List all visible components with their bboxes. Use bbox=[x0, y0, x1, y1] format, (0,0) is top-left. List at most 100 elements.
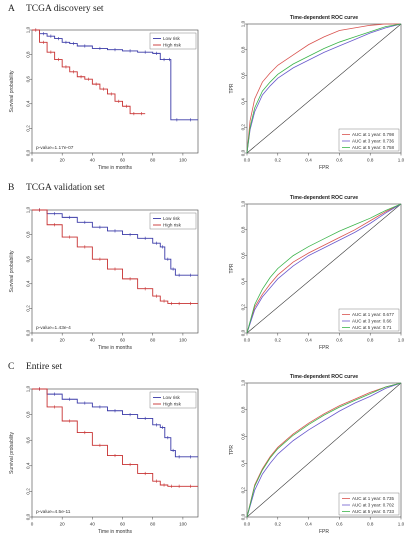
y-tick-label: 0.0 bbox=[241, 513, 246, 520]
panel-a-letter: A bbox=[8, 4, 15, 14]
roc-curve-1-year bbox=[246, 382, 402, 518]
legend-box bbox=[149, 32, 197, 50]
p-value-label: p-value=4.5e-11 bbox=[36, 509, 71, 515]
panel-c-letter: C bbox=[8, 362, 15, 372]
x-axis-label: Time in months bbox=[98, 345, 132, 351]
x-axis-label: FPR bbox=[319, 345, 329, 351]
x-tick-label: 0.8 bbox=[367, 522, 374, 527]
x-tick-label: 60 bbox=[120, 522, 126, 527]
diagonal-reference-line bbox=[246, 203, 402, 334]
y-tick-label: 0.8 bbox=[26, 51, 31, 58]
roc-curve-5-year bbox=[246, 203, 402, 334]
y-tick-label: 0.6 bbox=[26, 76, 31, 83]
y-tick-label: 0.4 bbox=[26, 280, 31, 287]
x-tick-label: 80 bbox=[150, 338, 156, 343]
p-value-label: p-value=1.17e-07 bbox=[36, 145, 74, 151]
legend-label: AUC at 3 year: 0.66 bbox=[352, 319, 392, 324]
y-tick-label: 0.6 bbox=[241, 252, 246, 259]
plot-frame bbox=[246, 203, 402, 334]
legend-label: AUC at 1 year: 0.798 bbox=[352, 132, 395, 137]
y-axis-label: TPR bbox=[229, 263, 235, 273]
x-tick-label: 40 bbox=[90, 338, 96, 343]
x-tick-label: 0.2 bbox=[275, 338, 282, 343]
y-tick-label: 0.6 bbox=[241, 72, 246, 79]
x-tick-label: 0.4 bbox=[305, 338, 312, 343]
panel-c-survival-plot: 0 20 40 60 80 100 0.0 0.2 0.4 0.6 0.8 1.0 Time in mo… bbox=[9, 385, 199, 535]
panel-a-title: TCGA discovery set bbox=[26, 4, 104, 14]
plot-frame bbox=[246, 23, 402, 154]
x-tick-label: 0.6 bbox=[336, 158, 343, 163]
x-tick-label: 0 bbox=[31, 158, 34, 163]
y-tick-label: 0.2 bbox=[241, 487, 246, 494]
x-tick-label: 80 bbox=[150, 522, 156, 527]
legend-box bbox=[338, 128, 400, 152]
y-tick-label: 0.6 bbox=[241, 433, 246, 440]
panel-b-title: TCGA validation set bbox=[26, 183, 105, 193]
x-axis-label: FPR bbox=[319, 529, 329, 535]
diagonal-reference-line bbox=[246, 23, 402, 154]
legend-box bbox=[338, 492, 400, 516]
y-tick-label: 0.8 bbox=[241, 406, 246, 413]
y-axis-label: TPR bbox=[229, 445, 235, 455]
km-curve-low-risk bbox=[32, 209, 198, 276]
legend-label: High risk bbox=[163, 43, 182, 48]
plot-frame bbox=[31, 388, 199, 518]
y-tick-label: 1.0 bbox=[26, 206, 31, 213]
km-curve-low-risk bbox=[32, 388, 198, 458]
legend-label: High risk bbox=[163, 223, 182, 228]
y-tick-label: 0.2 bbox=[26, 488, 31, 495]
x-tick-label: 0.6 bbox=[336, 338, 343, 343]
legend-label: AUC at 3 year: 0.702 bbox=[352, 503, 395, 508]
y-axis-label: Survival probability bbox=[9, 250, 15, 292]
x-tick-label: 1.0 bbox=[398, 338, 405, 343]
panel-c-title: Entire set bbox=[26, 362, 63, 372]
x-tick-label: 0.4 bbox=[305, 522, 312, 527]
x-tick-label: 0.0 bbox=[244, 522, 251, 527]
y-axis-label: Survival probability bbox=[9, 432, 15, 474]
x-tick-label: 20 bbox=[60, 338, 66, 343]
panel-b-survival-plot: 0 20 40 60 80 100 0.0 0.2 0.4 0.6 0.8 1.0 Time in mo… bbox=[9, 206, 199, 351]
x-tick-label: 0 bbox=[31, 338, 34, 343]
x-tick-label: 0.0 bbox=[244, 158, 251, 163]
x-tick-label: 0.6 bbox=[336, 522, 343, 527]
panel-c-roc-plot: Time-dependent ROC curve 0.0 0.0 0.2 0.2 0.4 0… bbox=[229, 374, 405, 535]
y-tick-label: 0.0 bbox=[26, 329, 31, 336]
y-tick-label: 0.6 bbox=[26, 437, 31, 444]
y-tick-label: 0.0 bbox=[26, 513, 31, 520]
x-tick-label: 0.8 bbox=[367, 338, 374, 343]
roc-curve-1-year bbox=[246, 203, 402, 334]
legend-label: AUC at 5 year: 0.71 bbox=[352, 325, 392, 330]
x-tick-label: 80 bbox=[150, 158, 156, 163]
x-tick-label: 60 bbox=[120, 158, 126, 163]
x-axis-label: FPR bbox=[319, 165, 329, 171]
roc-curve-3-year bbox=[246, 203, 402, 334]
y-tick-label: 1.0 bbox=[241, 20, 246, 27]
roc-curve-5-year bbox=[246, 382, 402, 518]
x-tick-label: 100 bbox=[179, 522, 187, 527]
y-tick-label: 1.0 bbox=[241, 200, 246, 207]
legend-label: High risk bbox=[163, 402, 182, 407]
x-tick-label: 0.0 bbox=[244, 338, 251, 343]
legend-box bbox=[149, 212, 197, 230]
x-tick-label: 40 bbox=[90, 522, 96, 527]
legend-label: Low risk bbox=[163, 36, 181, 41]
roc-curve-3-year bbox=[246, 382, 402, 518]
panel-a-roc-plot: Time-dependent ROC curve 0.0 0.0 0.2 0.2 0.4 0… bbox=[229, 15, 405, 171]
x-tick-label: 40 bbox=[90, 158, 96, 163]
x-tick-label: 20 bbox=[60, 522, 66, 527]
roc-title: Time-dependent ROC curve bbox=[290, 195, 358, 201]
panel-b-letter: B bbox=[8, 183, 15, 193]
km-curve-high-risk bbox=[32, 209, 198, 304]
plot-frame bbox=[31, 209, 199, 334]
y-tick-label: 0.4 bbox=[241, 278, 246, 285]
y-tick-label: 0.2 bbox=[241, 124, 246, 131]
legend-label: AUC at 1 year: 0.735 bbox=[352, 496, 395, 501]
y-tick-label: 0.2 bbox=[241, 304, 246, 311]
legend-label: AUC at 5 year: 0.733 bbox=[352, 509, 395, 514]
y-tick-label: 1.0 bbox=[241, 379, 246, 386]
legend-label: AUC at 5 year: 0.758 bbox=[352, 145, 395, 150]
y-tick-label: 0.8 bbox=[26, 411, 31, 418]
y-axis-label: TPR bbox=[229, 83, 235, 93]
x-tick-label: 1.0 bbox=[398, 522, 405, 527]
y-tick-label: 0.6 bbox=[26, 256, 31, 263]
